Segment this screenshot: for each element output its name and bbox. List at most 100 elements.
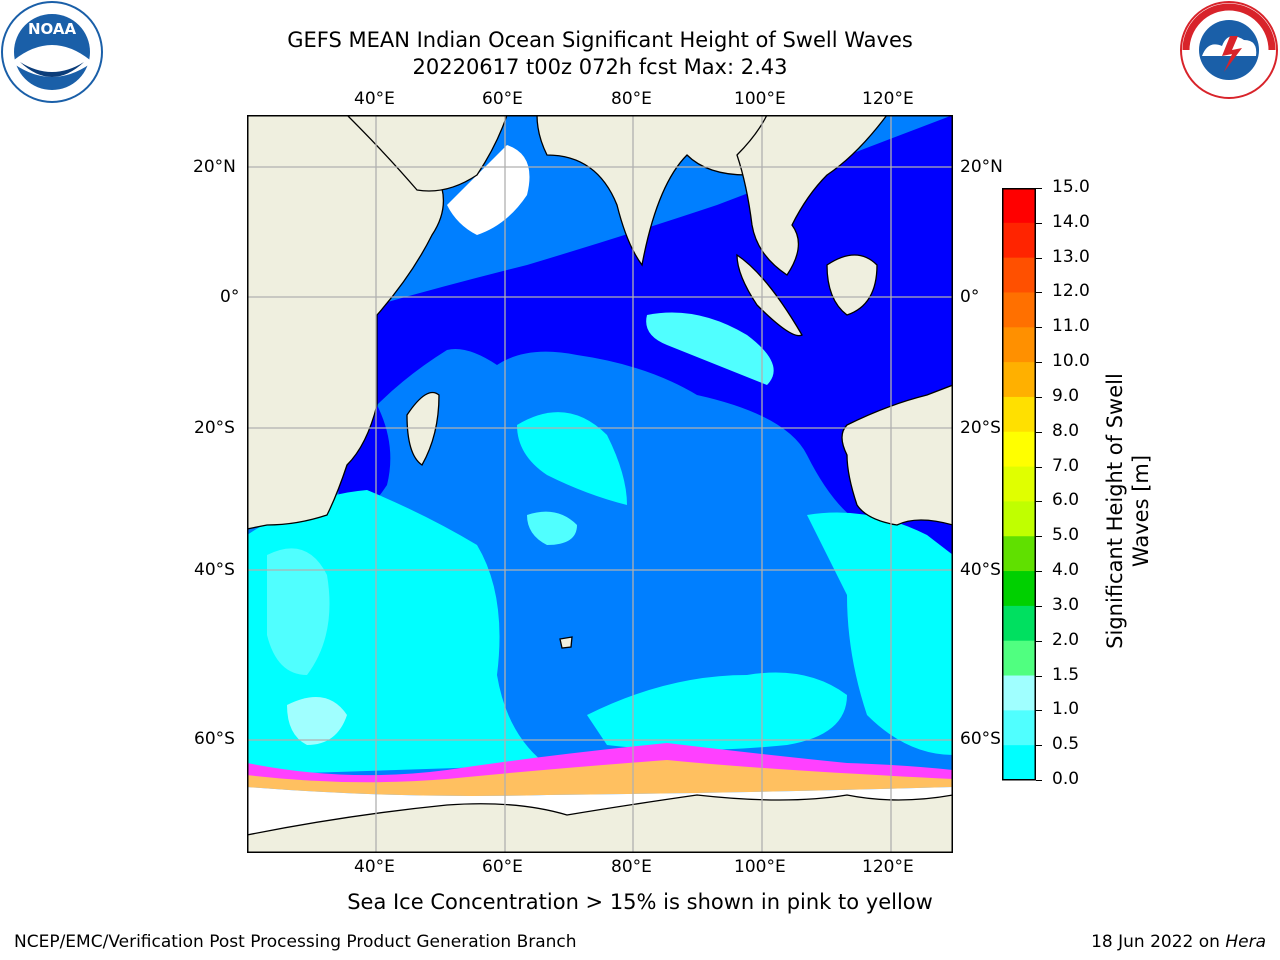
colorbar-tick-mark (1036, 571, 1042, 573)
colorbar-band (1002, 501, 1036, 537)
land-antarctica (247, 794, 953, 853)
lon-tick-top-40e: 40°E (354, 89, 395, 109)
colorbar-tick-mark (1036, 362, 1042, 364)
colorbar-tick-mark (1036, 640, 1042, 642)
colorbar-tick-label: 4.0 (1052, 560, 1080, 581)
colorbar-band (1002, 605, 1036, 642)
colorbar-band (1002, 257, 1036, 293)
lon-tick-top-120e: 120°E (862, 89, 914, 109)
colorbar-band (1002, 396, 1036, 433)
lon-tick-bottom-100e: 100°E (734, 857, 786, 877)
colorbar-tick-mark (1036, 222, 1042, 224)
colorbar-tick-mark (1036, 292, 1042, 294)
colorbar-band (1002, 188, 1036, 224)
colorbar-tick-label: 2.0 (1052, 629, 1080, 650)
lat-tick-right-0: 0° (960, 287, 980, 307)
colorbar-tick-label: 5.0 (1052, 525, 1080, 546)
lat-tick-right-40s: 40°S (960, 560, 1001, 580)
colorbar-band (1002, 292, 1036, 328)
colorbar-tick-label: 0.5 (1052, 734, 1080, 755)
swell-band-1.0-1.5-central (517, 412, 627, 505)
land-arabia (346, 115, 508, 192)
lat-tick-left-60s: 60°S (194, 729, 235, 749)
colorbar-tick-label: 12.0 (1052, 281, 1090, 302)
colorbar-band (1002, 362, 1036, 398)
colorbar-tick-label: 10.0 (1052, 351, 1090, 372)
colorbar-tick-label: 11.0 (1052, 316, 1090, 337)
lat-tick-left-40s: 40°S (194, 560, 235, 580)
sea-ice-note: Sea Ice Concentration > 15% is shown in … (347, 890, 933, 914)
colorbar-tick-label: 14.0 (1052, 211, 1090, 232)
colorbar-band (1002, 222, 1036, 259)
chart-title: GEFS MEAN Indian Ocean Significant Heigh… (287, 28, 913, 52)
lon-tick-top-60e: 60°E (482, 89, 523, 109)
lat-tick-right-20n: 20°N (960, 157, 1003, 177)
colorbar-tick-mark (1036, 396, 1042, 398)
lat-tick-left-0: 0° (220, 287, 240, 307)
colorbar-band (1002, 745, 1036, 781)
colorbar (1002, 188, 1036, 781)
footer-date-text: 18 Jun 2022 on (1091, 932, 1226, 952)
colorbar-tick-mark (1036, 501, 1042, 503)
noaa-logo-text: NOAA (28, 20, 77, 38)
lon-tick-bottom-60e: 60°E (482, 857, 523, 877)
lat-tick-left-20n: 20°N (193, 157, 236, 177)
colorbar-tick-label: 15.0 (1052, 177, 1090, 197)
colorbar-title: Significant Height of Swell Waves [m] (1102, 311, 1154, 711)
lon-tick-bottom-40e: 40°E (354, 857, 395, 877)
colorbar-tick-label: 1.0 (1052, 699, 1080, 720)
colorbar-tick-mark (1036, 327, 1042, 329)
colorbar-band (1002, 710, 1036, 746)
lon-tick-top-100e: 100°E (734, 89, 786, 109)
footer-date: 18 Jun 2022 on Hera (1091, 932, 1266, 952)
land-kerguelen (559, 636, 573, 649)
lon-tick-bottom-120e: 120°E (862, 857, 914, 877)
lon-tick-top-80e: 80°E (611, 89, 652, 109)
colorbar-tick-mark (1036, 780, 1042, 781)
land-australia (841, 384, 953, 526)
colorbar-tick-mark (1036, 188, 1042, 189)
noaa-logo: NOAA (1, 1, 103, 103)
colorbar-band (1002, 431, 1036, 468)
colorbar-tick-mark (1036, 257, 1042, 259)
colorbar-tick-mark (1036, 466, 1042, 468)
chart-subtitle: 20220617 t00z 072h fcst Max: 2.43 (412, 55, 788, 79)
land-southeast-asia (736, 115, 888, 276)
swell-band-0-0.5 (377, 115, 953, 585)
lat-tick-right-20s: 20°S (960, 418, 1001, 438)
colorbar-tick-label: 0.0 (1052, 769, 1080, 789)
swell-band-2.0-3.0 (287, 697, 347, 745)
lon-tick-bottom-80e: 80°E (611, 857, 652, 877)
lat-tick-left-20s: 20°S (194, 418, 235, 438)
colorbar-band (1002, 327, 1036, 363)
land-madagascar (406, 391, 440, 466)
colorbar-tick-label: 3.0 (1052, 594, 1080, 615)
grid-lines (247, 115, 953, 853)
colorbar-tick-mark (1036, 745, 1042, 747)
swell-band-1.0-1.5-south (587, 672, 847, 750)
colorbar-tick-label: 9.0 (1052, 385, 1080, 406)
lat-tick-right-60s: 60°S (960, 729, 1001, 749)
nws-logo (1180, 1, 1278, 99)
colorbar-tick-mark (1036, 536, 1042, 538)
colorbar-tick-label: 8.0 (1052, 420, 1080, 441)
footer-producer: NCEP/EMC/Verification Post Processing Pr… (14, 932, 577, 952)
colorbar-tick-label: 1.5 (1052, 664, 1080, 685)
swell-band-1.0-1.5-se (807, 512, 953, 755)
swell-band-1.5-2.0-a (267, 548, 330, 675)
colorbar-tick-label: 13.0 (1052, 246, 1090, 267)
colorbar-tick-mark (1036, 605, 1042, 607)
swell-band-1.5-2.0-b (527, 511, 577, 545)
colorbar-tick-label: 7.0 (1052, 455, 1080, 476)
colorbar-title-line1: Significant Height of Swell (1103, 373, 1127, 649)
colorbar-title-line2: Waves [m] (1129, 454, 1153, 568)
colorbar-tick-mark (1036, 710, 1042, 712)
colorbar-tick-mark (1036, 675, 1042, 677)
colorbar-tick-mark (1036, 431, 1042, 433)
footer-host: Hera (1225, 932, 1266, 952)
colorbar-band (1002, 536, 1036, 572)
colorbar-band (1002, 675, 1036, 711)
colorbar-band (1002, 466, 1036, 502)
sea-ice-inner (247, 760, 953, 796)
ocean-map (247, 115, 953, 853)
